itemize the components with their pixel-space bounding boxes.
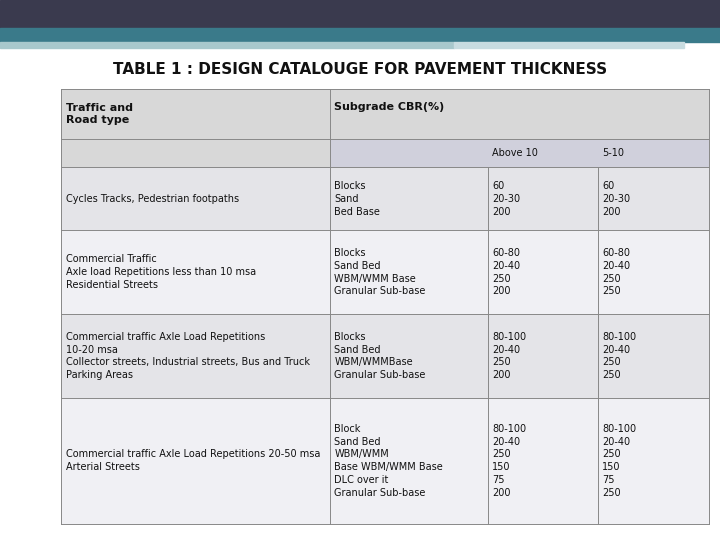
Text: Commercial traffic Axle Load Repetitions
10-20 msa
Collector streets, Industrial: Commercial traffic Axle Load Repetitions… (66, 332, 310, 380)
Text: Traffic and
Road type: Traffic and Road type (66, 103, 132, 125)
Text: TABLE 1 : DESIGN CATALOUGE FOR PAVEMENT THICKNESS: TABLE 1 : DESIGN CATALOUGE FOR PAVEMENT … (113, 62, 607, 77)
Text: 60-80
20-40
250
250: 60-80 20-40 250 250 (602, 248, 630, 296)
Text: 80-100
20-40
250
200: 80-100 20-40 250 200 (492, 332, 526, 380)
Text: Cycles Tracks, Pedestrian footpaths: Cycles Tracks, Pedestrian footpaths (66, 194, 238, 204)
Text: Blocks
Sand Bed
WBM/WMMBase
Granular Sub-base: Blocks Sand Bed WBM/WMMBase Granular Sub… (334, 332, 426, 380)
Text: 60
20-30
200: 60 20-30 200 (492, 181, 520, 217)
Text: Commercial Traffic
Axle load Repetitions less than 10 msa
Residential Streets: Commercial Traffic Axle load Repetitions… (66, 254, 256, 290)
Text: Above 10: Above 10 (492, 148, 538, 158)
Text: Blocks
Sand
Bed Base: Blocks Sand Bed Base (334, 181, 380, 217)
Text: Blocks
Sand Bed
WBM/WMM Base
Granular Sub-base: Blocks Sand Bed WBM/WMM Base Granular Su… (334, 248, 426, 296)
Text: Subgrade CBR(%): Subgrade CBR(%) (334, 102, 445, 112)
Text: 5-10: 5-10 (602, 148, 624, 158)
Text: 60
20-30
200: 60 20-30 200 (602, 181, 630, 217)
Text: 80-100
20-40
250
150
75
250: 80-100 20-40 250 150 75 250 (602, 424, 636, 498)
Text: 60-80
20-40
250
200: 60-80 20-40 250 200 (492, 248, 520, 296)
Text: Block
Sand Bed
WBM/WMM
Base WBM/WMM Base
DLC over it
Granular Sub-base: Block Sand Bed WBM/WMM Base WBM/WMM Base… (334, 424, 444, 498)
Text: 80-100
20-40
250
150
75
200: 80-100 20-40 250 150 75 200 (492, 424, 526, 498)
Text: 80-100
20-40
250
250: 80-100 20-40 250 250 (602, 332, 636, 380)
Text: Commercial traffic Axle Load Repetitions 20-50 msa
Arterial Streets: Commercial traffic Axle Load Repetitions… (66, 449, 320, 472)
